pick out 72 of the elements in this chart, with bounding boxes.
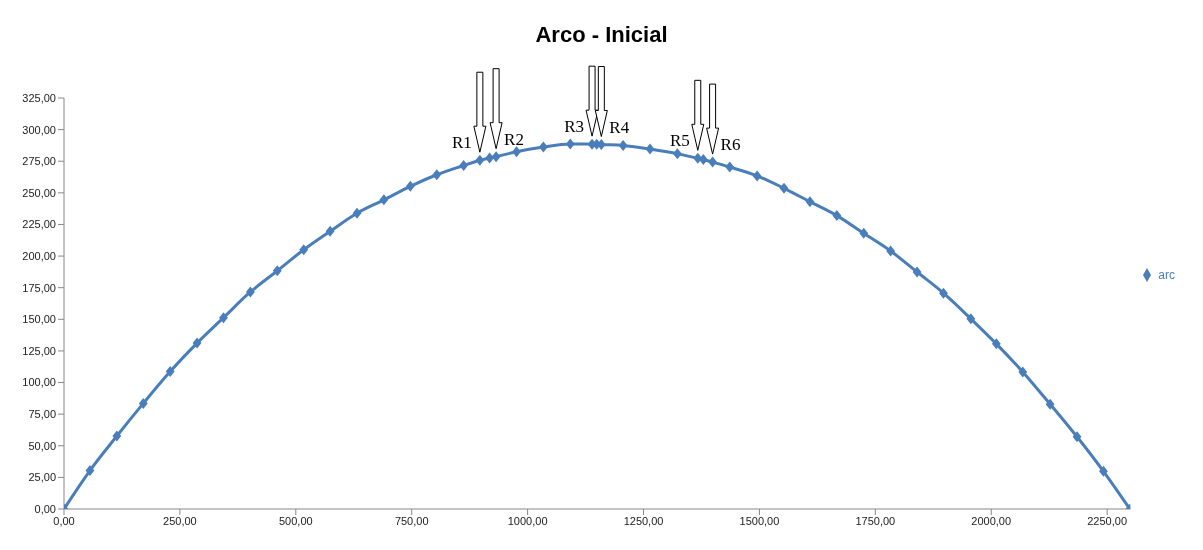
x-tick-label: 1000,00 bbox=[507, 514, 548, 527]
y-tick-label: 150,00 bbox=[22, 313, 56, 326]
legend-label: arc bbox=[1158, 267, 1175, 282]
point bbox=[966, 313, 976, 325]
point bbox=[1072, 431, 1082, 443]
y-tick-label: 0,00 bbox=[34, 502, 56, 515]
x-tick-label: 1250,00 bbox=[623, 514, 664, 527]
x-tick-label: 750,00 bbox=[394, 514, 429, 527]
y-tick-label: 200,00 bbox=[22, 249, 56, 262]
y-tick-label: 300,00 bbox=[22, 123, 56, 136]
point bbox=[138, 397, 148, 409]
x-tick-label: 1750,00 bbox=[855, 514, 896, 527]
x-tick-label: 2250,00 bbox=[1087, 514, 1128, 527]
chart-title: Arco - Inicial bbox=[534, 22, 669, 48]
y-tick-label: 50,00 bbox=[28, 439, 56, 452]
point bbox=[475, 154, 485, 166]
point bbox=[112, 430, 122, 442]
x-tick-label: 1500,00 bbox=[739, 514, 780, 527]
y-tick-label: 125,00 bbox=[22, 344, 56, 357]
point bbox=[832, 210, 842, 222]
point bbox=[859, 227, 869, 239]
annotation: R1 bbox=[452, 133, 472, 153]
point bbox=[565, 138, 575, 150]
point bbox=[779, 182, 789, 194]
point bbox=[352, 207, 362, 219]
point bbox=[405, 180, 415, 192]
point bbox=[165, 366, 175, 378]
point bbox=[379, 194, 389, 206]
point bbox=[85, 465, 95, 477]
y-tick-label: 175,00 bbox=[22, 281, 56, 294]
y-tick-label: 225,00 bbox=[22, 218, 56, 231]
y-tick-label: 25,00 bbox=[28, 471, 56, 484]
x-tick-label: 250,00 bbox=[163, 514, 197, 527]
point bbox=[459, 160, 469, 172]
annotation: R3 bbox=[564, 117, 585, 137]
point bbox=[805, 196, 815, 208]
point bbox=[708, 156, 718, 168]
point bbox=[491, 151, 501, 163]
x-tick-label: 0,00 bbox=[53, 514, 75, 527]
point bbox=[192, 337, 202, 349]
point bbox=[299, 244, 309, 256]
point bbox=[725, 161, 735, 173]
point bbox=[1045, 398, 1055, 410]
point bbox=[512, 146, 521, 158]
y-tick-label: 325,00 bbox=[22, 91, 56, 104]
annotation: R2 bbox=[504, 129, 524, 149]
point bbox=[1099, 465, 1108, 477]
x-tick-label: 2000,00 bbox=[971, 514, 1012, 527]
annotation: R6 bbox=[720, 135, 741, 155]
y-tick-label: 75,00 bbox=[28, 408, 56, 421]
x-tick-label: 500,00 bbox=[278, 514, 313, 527]
point bbox=[939, 287, 948, 299]
point bbox=[432, 169, 442, 181]
point bbox=[912, 266, 922, 278]
point bbox=[752, 170, 762, 182]
point bbox=[485, 152, 494, 164]
point bbox=[645, 143, 655, 155]
point bbox=[245, 286, 255, 298]
y-tick-label: 100,00 bbox=[22, 376, 56, 389]
point bbox=[219, 312, 228, 324]
annotation: R4 bbox=[609, 117, 630, 137]
point bbox=[272, 265, 282, 277]
point bbox=[325, 225, 335, 237]
annotation: R5 bbox=[669, 131, 690, 151]
point bbox=[618, 139, 628, 151]
point bbox=[1018, 366, 1028, 378]
y-tick-label: 250,00 bbox=[22, 186, 56, 199]
point bbox=[672, 148, 682, 160]
y-tick-label: 275,00 bbox=[22, 155, 56, 168]
point bbox=[991, 338, 1001, 350]
point bbox=[886, 245, 896, 257]
point bbox=[538, 141, 548, 153]
